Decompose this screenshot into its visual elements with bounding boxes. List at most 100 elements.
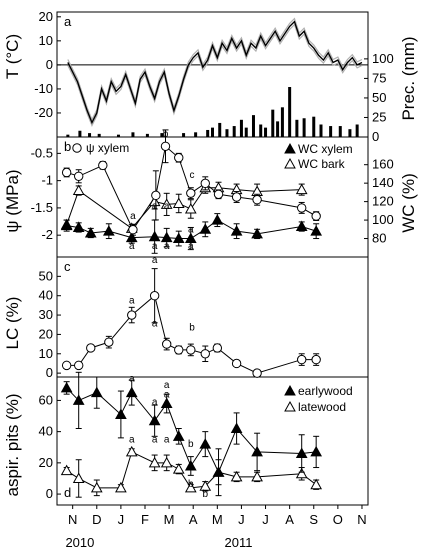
latewood-point [115, 481, 127, 493]
precip-bar [251, 115, 255, 137]
psi-xylem-point [200, 178, 210, 189]
lc-point [127, 310, 137, 320]
y-right-tick-label: 25 [372, 109, 386, 124]
panel-b-sig-letter: a [164, 241, 170, 252]
panel-b-sig-letter: a [129, 241, 135, 252]
lc-point [200, 349, 210, 359]
x-tick-label: D [92, 512, 101, 527]
y-tick-label: 0 [46, 365, 53, 380]
earlywood-point [125, 386, 138, 398]
panel-b-sig-letter: a [188, 224, 194, 235]
precip-bar [288, 87, 292, 137]
legend-wc-bark-label: WC bark [298, 157, 346, 171]
precip-bar [264, 127, 268, 137]
legend-psi-marker [72, 143, 82, 153]
precip-bar [276, 121, 280, 137]
y-right-axis-label-b: WC (%) [399, 173, 418, 232]
panel-c-sig-letter: a [152, 255, 158, 266]
psi-xylem-point [151, 190, 161, 201]
lc-point [231, 358, 242, 369]
panel-d-sig-letter: a [152, 397, 158, 408]
psi-xylem-point [73, 171, 84, 181]
y-axis-label-c: LC (%) [3, 297, 22, 350]
lc-point [252, 368, 262, 378]
panel-d-sig-letter: a [152, 435, 158, 446]
x-tick-label: N [68, 512, 77, 527]
x-tick-label: J [262, 512, 269, 527]
panel-b-sig-letter: a [130, 211, 136, 222]
earlywood-line [66, 387, 317, 474]
wc-xylem-point [160, 231, 173, 243]
earlywood-point [60, 381, 73, 393]
y-tick-label: 40 [39, 288, 53, 303]
panel-label-b: b [64, 139, 71, 154]
y-tick-label: 0 [46, 486, 53, 501]
precip-bar [66, 134, 70, 137]
precip-bar [225, 129, 229, 137]
psi-xylem-point [128, 225, 138, 235]
wc-bark-point [172, 197, 185, 208]
latewood-point [160, 456, 173, 468]
temperature-max-line [67, 17, 363, 122]
latewood-point [125, 445, 138, 457]
x-tick-label: M [212, 512, 223, 527]
wc-xylem-point [84, 226, 97, 238]
panel-label-d: d [64, 485, 71, 500]
wc-bark-point [72, 184, 85, 196]
y-tick-label: 50 [39, 268, 53, 283]
x-tick-label: J [238, 512, 245, 527]
wc-xylem-point [102, 225, 115, 236]
precip-bar [239, 119, 243, 137]
y-tick-label: 10 [39, 33, 53, 48]
precip-bar [319, 124, 323, 137]
latewood-point [184, 481, 197, 493]
wc-bark-point [184, 202, 197, 214]
legend-latewood-marker [284, 400, 296, 412]
legend-wc-xylem-marker [284, 142, 296, 154]
y-right-tick-label: 0 [372, 129, 379, 144]
precip-bar [355, 124, 359, 137]
psi-xylem-point [174, 153, 184, 163]
panel-b-sig-letter: b [163, 129, 169, 140]
wc-xylem-point [172, 232, 185, 244]
precip-bar [218, 122, 222, 137]
earlywood-point [148, 414, 161, 426]
panel-d-sig-letter: a [129, 374, 135, 385]
y-tick-label: -10 [34, 81, 53, 96]
y-right-tick-label: 100 [372, 51, 394, 66]
psi-xylem-point [252, 195, 262, 205]
panel-d-sig-letter: a [129, 435, 135, 446]
precip-bar [206, 129, 210, 137]
lc-point [212, 343, 223, 353]
psi-xylem-point [186, 188, 196, 198]
lc-point [61, 360, 72, 371]
panel-b-sig-letter: a [188, 241, 194, 252]
panel-frame-d [56, 376, 369, 506]
x-tick-label: A [285, 512, 294, 527]
precip-bar [329, 126, 333, 137]
lc-line [66, 294, 317, 374]
legend-wc-xylem-label: WC xylem [298, 142, 353, 156]
panel-d-sig-letter: a [164, 380, 170, 391]
year-label: 2010 [65, 535, 94, 550]
panel-b-sig-letter: c [190, 170, 195, 181]
wc-xylem-point [251, 227, 263, 239]
latewood-point [230, 470, 243, 482]
y-axis-label-b: ψ (MPa) [3, 169, 22, 232]
precip-bar [295, 119, 299, 137]
earlywood-point [251, 445, 263, 457]
panel-d-sig-letter: b [188, 439, 194, 450]
y-right-tick-label: 75 [372, 70, 386, 85]
y-tick-label: -2 [41, 227, 53, 242]
panel-label-c: c [64, 259, 71, 274]
psi-xylem-point [311, 211, 321, 221]
legend-earlywood-marker [284, 384, 296, 396]
psi-xylem-point [61, 167, 72, 178]
lc-point [149, 291, 160, 301]
year-label: 2011 [225, 535, 253, 550]
psi-xylem-point [213, 189, 224, 199]
earlywood-point [310, 445, 323, 457]
panel-d-sig-letter: b [202, 489, 208, 500]
precip-bar [160, 133, 164, 137]
